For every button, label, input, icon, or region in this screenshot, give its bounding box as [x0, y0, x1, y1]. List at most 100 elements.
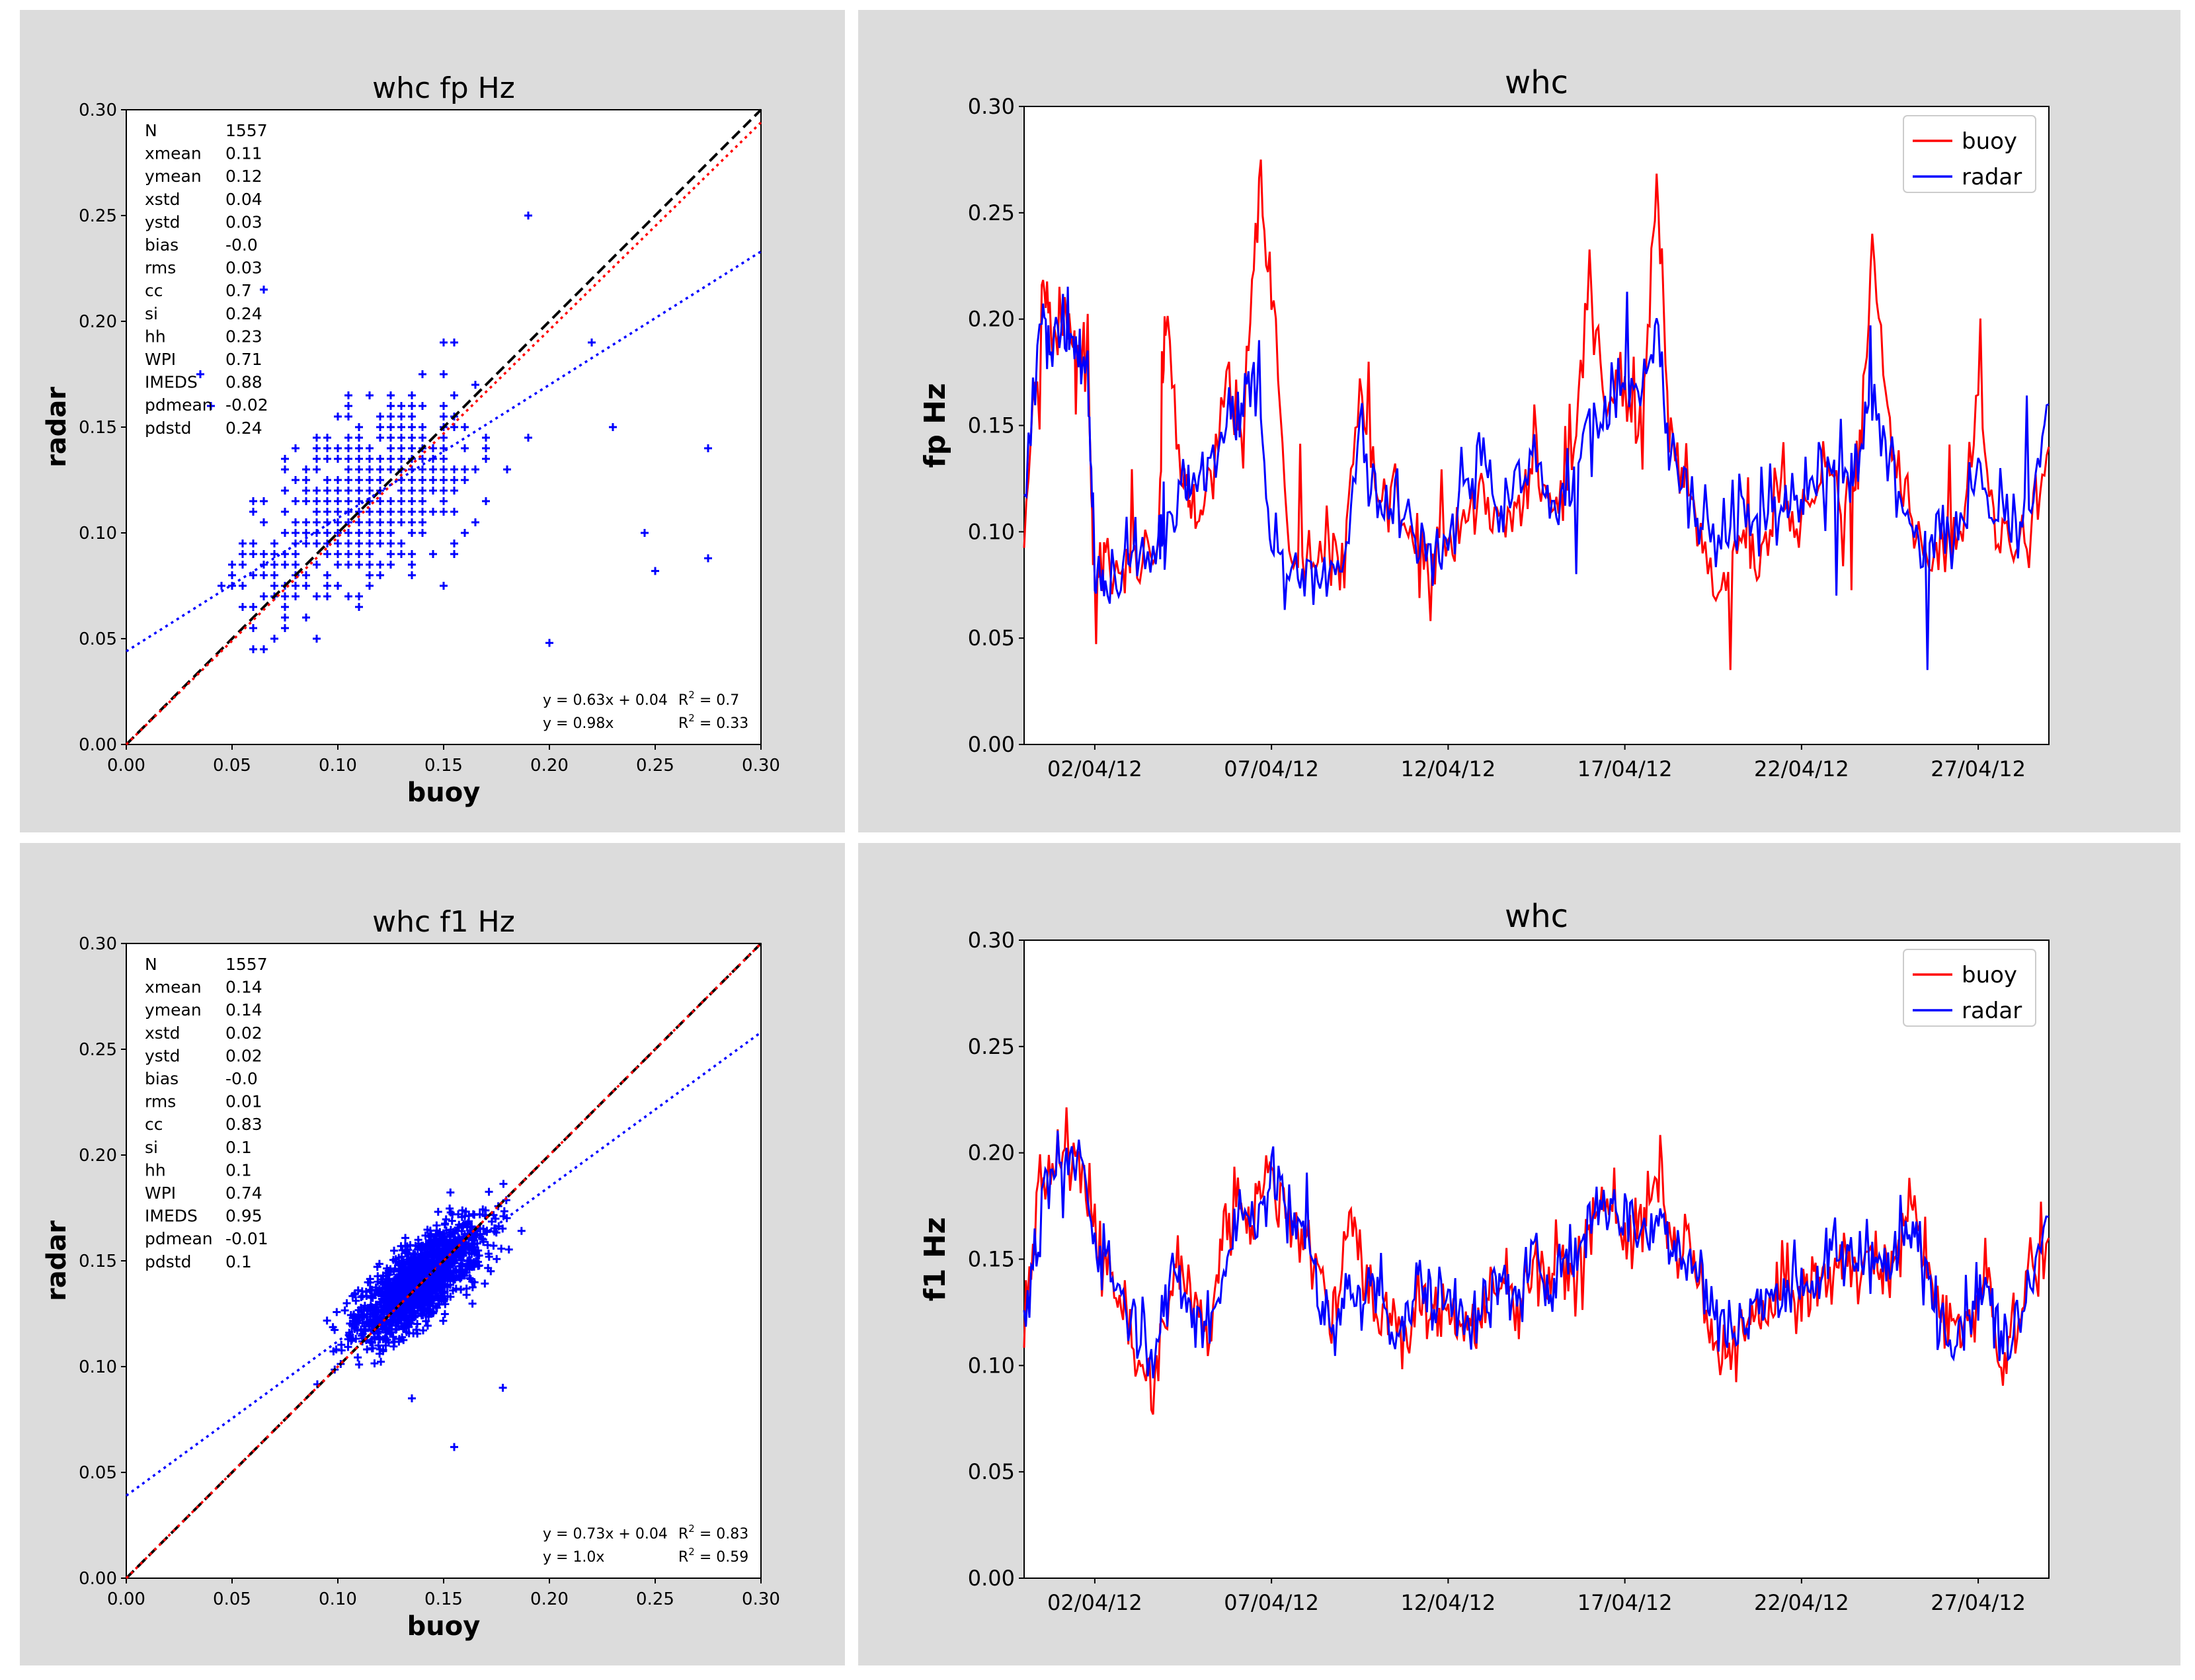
data-point [408, 434, 416, 442]
y-tick-label: 0.20 [968, 307, 1015, 332]
data-point [292, 444, 299, 452]
data-point [351, 1313, 360, 1322]
x-tick-label: 0.25 [636, 756, 674, 776]
data-point [302, 614, 310, 621]
data-point [207, 402, 215, 410]
legend-label-buoy: buoy [1962, 128, 2017, 155]
data-point [376, 529, 384, 537]
stat-value: 1557 [225, 121, 268, 140]
y-tick-label: 0.30 [79, 100, 117, 120]
stat-value: 0.02 [225, 1046, 262, 1065]
data-point [413, 1320, 422, 1328]
data-point [366, 571, 374, 579]
stat-value: -0.01 [225, 1229, 268, 1248]
data-point [270, 571, 278, 579]
data-point [424, 1257, 433, 1265]
data-point [355, 497, 363, 505]
y-tick-label: 0.10 [79, 524, 117, 543]
data-point [482, 444, 490, 452]
data-point [387, 550, 395, 558]
data-point [524, 434, 532, 442]
y-axis-label: fp Hz [918, 383, 952, 467]
data-point [440, 402, 448, 410]
series-line-radar [1023, 1131, 2050, 1379]
data-point [450, 508, 458, 516]
data-point [249, 624, 257, 632]
data-point [228, 571, 236, 579]
x-tick-label: 07/04/12 [1224, 1590, 1319, 1615]
data-point [313, 497, 321, 505]
data-point [249, 508, 257, 516]
data-point [363, 1345, 372, 1354]
y-tick-label: 0.05 [968, 625, 1015, 651]
data-point [413, 1330, 422, 1338]
x-tick-label: 0.05 [213, 756, 251, 776]
data-point [651, 567, 659, 575]
data-point [609, 423, 617, 431]
data-point [397, 518, 405, 526]
data-point [387, 518, 395, 526]
data-point [366, 1275, 374, 1283]
data-point [323, 497, 331, 505]
data-point [358, 1311, 367, 1320]
data-point [387, 402, 395, 410]
data-point [405, 1260, 414, 1268]
data-point [411, 1297, 420, 1306]
data-point [352, 1334, 360, 1343]
fit-origin-equation: y = 1.0x [543, 1549, 604, 1566]
data-point [482, 434, 490, 442]
data-point [704, 444, 712, 452]
data-point [366, 582, 374, 590]
stat-name: xstd [145, 190, 180, 209]
y-tick-label: 0.10 [968, 519, 1015, 544]
data-point [340, 1306, 349, 1314]
data-point [281, 592, 289, 600]
data-point [451, 1235, 459, 1244]
data-point [323, 508, 331, 516]
data-point [397, 550, 405, 558]
data-point [302, 465, 310, 473]
data-point [313, 635, 321, 643]
y-tick-label: 0.15 [79, 418, 117, 438]
stat-name: pdstd [145, 1252, 191, 1271]
data-point [408, 487, 416, 495]
data-point [393, 1277, 401, 1285]
data-point [355, 508, 363, 516]
data-point [249, 497, 257, 505]
data-point [387, 444, 395, 452]
stat-value: 0.1 [225, 1252, 252, 1271]
data-point [446, 1293, 455, 1301]
data-point [497, 1244, 506, 1253]
fit-origin-equation: y = 0.98x [543, 715, 614, 732]
data-point [482, 497, 490, 505]
data-point [366, 540, 374, 547]
data-point [450, 1257, 458, 1265]
data-point [370, 1359, 379, 1368]
data-point [334, 476, 342, 484]
data-point [239, 550, 247, 558]
x-tick-label: 02/04/12 [1047, 1590, 1142, 1615]
data-point [368, 1338, 376, 1347]
data-point [379, 1345, 387, 1354]
data-point [421, 1231, 430, 1240]
data-point [484, 1250, 493, 1258]
data-point [410, 1252, 419, 1261]
data-point [470, 1211, 479, 1219]
data-point [323, 582, 331, 590]
data-point [270, 550, 278, 558]
x-tick-label: 0.20 [530, 1589, 569, 1609]
data-point [342, 1299, 351, 1308]
data-point [419, 487, 426, 495]
x-axis-label: buoy [407, 1611, 481, 1642]
data-point [378, 1325, 387, 1334]
data-point [239, 603, 247, 611]
data-point [366, 444, 374, 452]
data-point [366, 1338, 375, 1346]
data-point [483, 1241, 492, 1250]
data-point [468, 1299, 477, 1308]
data-point [355, 487, 363, 495]
data-point [405, 1275, 414, 1284]
stat-name: N [145, 955, 157, 974]
data-point [470, 1242, 479, 1251]
data-point [366, 391, 374, 399]
